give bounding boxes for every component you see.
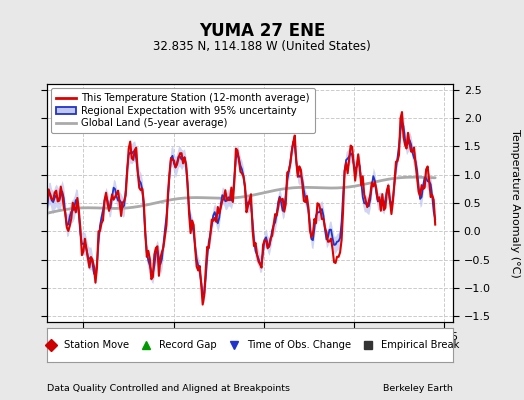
Text: YUMA 27 ENE: YUMA 27 ENE (199, 22, 325, 40)
Legend: Station Move, Record Gap, Time of Obs. Change, Empirical Break: Station Move, Record Gap, Time of Obs. C… (38, 337, 462, 353)
Legend: This Temperature Station (12-month average), Regional Expectation with 95% uncer: This Temperature Station (12-month avera… (51, 88, 314, 133)
Text: Berkeley Earth: Berkeley Earth (384, 384, 453, 393)
Text: Data Quality Controlled and Aligned at Breakpoints: Data Quality Controlled and Aligned at B… (47, 384, 290, 393)
Text: 32.835 N, 114.188 W (United States): 32.835 N, 114.188 W (United States) (153, 40, 371, 53)
Y-axis label: Temperature Anomaly (°C): Temperature Anomaly (°C) (510, 129, 520, 277)
